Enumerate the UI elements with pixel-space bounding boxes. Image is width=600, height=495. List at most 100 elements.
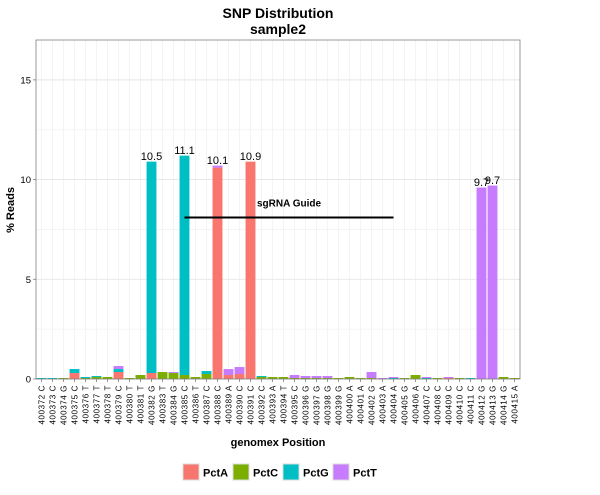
- x-tick-label: 400408 C: [434, 385, 443, 425]
- x-tick-label: 400388 C: [214, 385, 223, 425]
- y-tick-label: 15: [20, 75, 31, 86]
- plot-panel: [36, 40, 520, 379]
- bar-pctg: [80, 377, 91, 379]
- bar-pctc: [91, 377, 102, 379]
- x-tick-label: 400404 A: [390, 385, 399, 424]
- legend-label-pcta: PctA: [203, 468, 228, 480]
- x-tick-label: 400387 C: [203, 385, 212, 425]
- y-tick-label: 0: [26, 375, 31, 386]
- bar-pctc: [190, 377, 201, 379]
- bar-pctc: [179, 375, 190, 379]
- bar-pcta: [223, 375, 234, 379]
- data-label: 10.9: [240, 151, 261, 163]
- bar-pctt: [212, 165, 223, 168]
- bar-pctt: [421, 377, 432, 379]
- x-tick-label: 400410 C: [456, 385, 465, 425]
- x-tick-label: 400382 G: [148, 385, 157, 425]
- y-axis: 0 5 10 15: [20, 75, 36, 386]
- x-tick-label: 400390 C: [236, 385, 245, 425]
- bar-pctg: [36, 378, 47, 379]
- x-tick-label: 400394 T: [280, 385, 289, 423]
- bar-pcta: [212, 167, 223, 379]
- bar-pctc: [157, 372, 168, 379]
- legend-key-pcta: [182, 463, 200, 481]
- bar-pctg: [69, 369, 80, 374]
- bar-pctg: [91, 376, 102, 378]
- bar-pctc: [344, 377, 355, 379]
- bar-pctt: [322, 376, 333, 379]
- x-tick-label: 400374 G: [60, 385, 69, 425]
- chart-title: SNP Distribution: [223, 5, 334, 21]
- bar-pctg: [421, 378, 432, 379]
- data-label: 10.5: [141, 151, 162, 163]
- chart-subtitle: sample2: [250, 21, 306, 37]
- x-tick-label: 400406 A: [412, 385, 421, 424]
- x-tick-label: 400411 C: [467, 385, 476, 424]
- x-tick-label: 400381 T: [137, 385, 146, 423]
- x-tick-label: 400402 G: [368, 385, 377, 425]
- bar-pctt: [113, 366, 124, 370]
- bar-pctt: [377, 378, 388, 379]
- bar-pctc: [80, 378, 91, 379]
- data-label: 11.1: [174, 145, 195, 157]
- x-tick-label: 400383 T: [159, 385, 168, 423]
- x-tick-label: 400376 T: [82, 385, 91, 423]
- data-label: 9.7: [485, 175, 500, 187]
- x-tick-label: 400372 C: [38, 385, 47, 425]
- y-tick-label: 10: [20, 175, 31, 186]
- x-axis-label: genomex Position: [231, 437, 326, 449]
- x-tick-label: 400395 C: [291, 385, 300, 425]
- legend-key-pctg: [282, 463, 300, 481]
- bar-pctc: [58, 378, 69, 379]
- bar-pctg: [146, 161, 157, 374]
- bar-pctc: [355, 378, 366, 379]
- bar-pcta: [146, 373, 157, 379]
- legend: PctA PctC PctG PctT: [182, 463, 377, 481]
- x-tick-label: 400409 C: [445, 385, 454, 425]
- bar-pctc: [366, 378, 377, 379]
- bar-pctc: [311, 378, 322, 379]
- bar-pctg: [201, 371, 212, 375]
- bar-pctt: [443, 377, 454, 379]
- legend-label-pctg: PctG: [303, 468, 329, 480]
- x-tick-label: 400384 G: [170, 385, 179, 425]
- bar-pctt: [223, 369, 234, 376]
- x-tick-label: 400412 G: [478, 385, 487, 425]
- bar-pctg: [465, 378, 476, 379]
- x-tick-label: 400375 C: [71, 385, 80, 425]
- bar-pctc: [410, 375, 421, 379]
- x-tick-label: 400393 A: [269, 385, 278, 424]
- bar-pctc: [509, 378, 520, 379]
- bar-pctg: [47, 378, 58, 379]
- y-axis-label: % Reads: [5, 187, 17, 233]
- bar-pctc: [168, 373, 179, 379]
- x-tick-label: 400385 C: [181, 385, 190, 425]
- bar-pctt: [388, 377, 399, 379]
- bar-pctg: [113, 369, 124, 373]
- x-tick-label: 400373 C: [49, 385, 58, 425]
- x-tick-label: 400396 G: [302, 385, 311, 425]
- legend-key-pctt: [332, 463, 350, 481]
- bar-pctt: [168, 372, 179, 374]
- legend-key-pctc: [232, 463, 250, 481]
- x-tick-label: 400400 A: [346, 385, 355, 424]
- legend-label-pctc: PctC: [253, 468, 278, 480]
- x-tick-label: 400378 T: [104, 385, 113, 423]
- bar-pctc: [454, 378, 465, 379]
- x-tick-label: 400401 A: [357, 385, 366, 424]
- x-tick-label: 400379 C: [115, 385, 124, 425]
- data-label: 9.7: [474, 177, 489, 189]
- plot-area: 10.5 11.1 10.1 10.9 9.79.7 sgRNA Guide 0 5 10 15 4…: [20, 39, 521, 425]
- bar-pctc: [267, 377, 278, 379]
- bar-pctc: [135, 375, 146, 379]
- y-tick-label: 5: [26, 275, 31, 286]
- x-tick-label: 400398 G: [324, 385, 333, 425]
- bar-pctt: [366, 372, 377, 379]
- bar-pcta: [113, 372, 124, 379]
- bar-pctc: [399, 378, 410, 379]
- bar-pctc: [278, 377, 289, 379]
- bar-pctt: [487, 185, 498, 379]
- x-axis: 400372 C 400373 C 400374 G 400375 C 400376 T…: [38, 379, 520, 425]
